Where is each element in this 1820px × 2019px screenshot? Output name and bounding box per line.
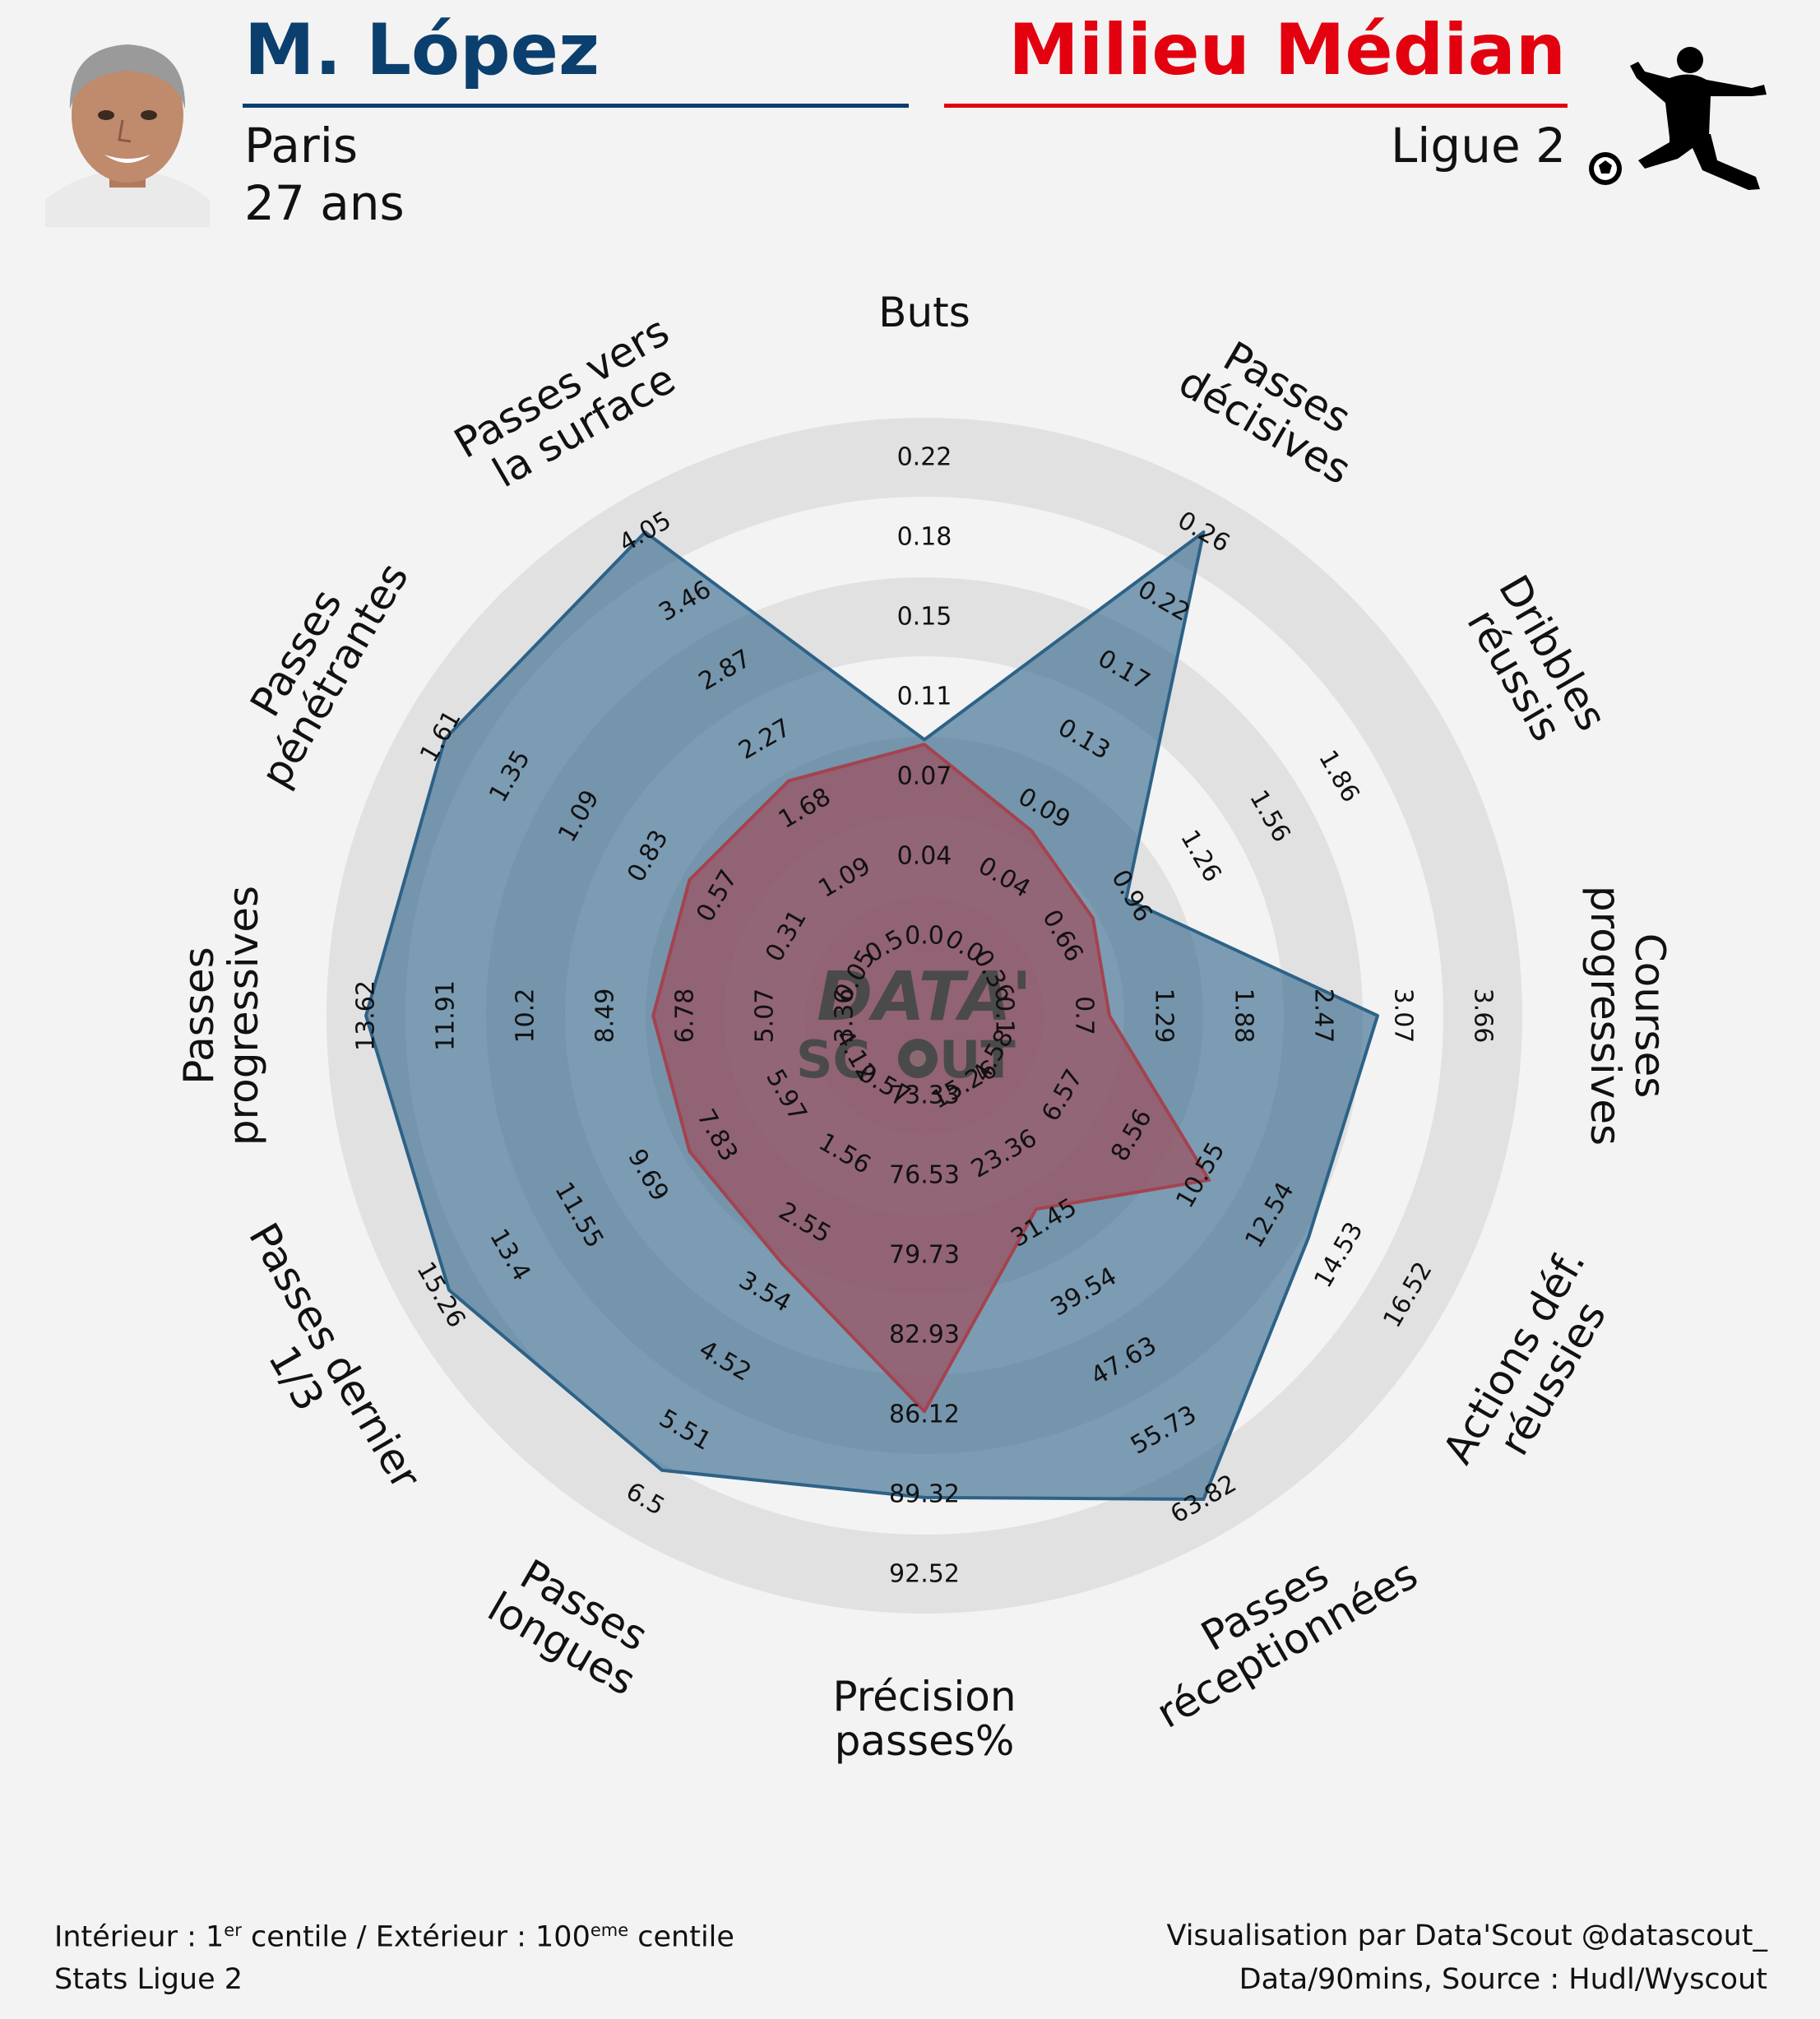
axis-tick-label: 0.11 [897, 683, 952, 711]
median-polygon [651, 743, 1211, 1414]
axis-tick-label: 8.49 [591, 989, 620, 1044]
player-age: 27 ans [244, 175, 405, 231]
footballer-icon [1589, 47, 1767, 190]
axis-tick-label: 0.7 [1070, 996, 1099, 1035]
footer-stats-league: Stats Ligue 2 [54, 1963, 243, 1996]
axis-tick-label: 10.2 [512, 989, 540, 1044]
axis-tick-label: 1.29 [1150, 989, 1179, 1044]
axis-tick-label: 2.47 [1309, 989, 1338, 1044]
axis-tick-label: 3.36 [831, 989, 859, 1044]
axis-tick-label: 1.86 [1313, 745, 1365, 807]
axis-tick-label: 0.07 [897, 762, 952, 791]
axis-tick-label: 0.04 [897, 842, 952, 871]
watermark-line1: DATA' [817, 958, 1032, 1036]
position-rule [944, 104, 1568, 108]
player-name: M. López [244, 9, 600, 91]
league-name: Ligue 2 [1390, 118, 1566, 174]
axis-label: Passeslongues [479, 1544, 665, 1705]
axis-label: Passes versla surface [447, 307, 699, 506]
axis-tick-label: 0.15 [897, 603, 952, 632]
data-scout-watermark: DATA' SC UT [796, 958, 1032, 1090]
watermark-line3: UT [939, 1030, 1016, 1090]
axis-tick-label: 0.18 [897, 523, 952, 552]
axis-tick-label: 11.91 [432, 980, 461, 1051]
axis-tick-label: 0.0 [905, 922, 944, 951]
footer-scale-note: Intérieur : 1er centile / Extérieur : 10… [54, 1920, 734, 1954]
axis-label: Buts [878, 289, 970, 336]
player-rule [243, 104, 909, 108]
radar-series [364, 530, 1379, 1501]
axis-tick-label: 6.78 [671, 989, 700, 1044]
axis-tick-label: 1.88 [1230, 989, 1258, 1044]
axis-tick-label: 92.52 [889, 1560, 960, 1589]
axis-tick-label: 0.1 [990, 996, 1019, 1035]
axis-label: Précision passes% [832, 1673, 1016, 1765]
axis-tick-label: 79.73 [889, 1241, 960, 1270]
axis-label: Passesprogressives [175, 886, 267, 1146]
axis-tick-label: 14.53 [1308, 1217, 1368, 1293]
axis-tick-label: 3.66 [1469, 989, 1498, 1044]
footer-source: Data/90mins, Source : Hudl/Wyscout [1239, 1963, 1767, 1996]
axis-tick-label: 86.12 [889, 1401, 960, 1429]
player-photo [45, 44, 210, 227]
watermark-line2: SC [796, 1030, 870, 1090]
axis-label: Dribblesréussis [1451, 567, 1616, 761]
axis-tick-label: 89.32 [889, 1480, 960, 1509]
axis-tick-label: 73.33 [889, 1081, 960, 1110]
axis-tick-label: 3.07 [1389, 989, 1418, 1044]
position-name: Milieu Médian [1008, 9, 1566, 91]
axis-tick-label: 0.22 [897, 443, 952, 472]
axis-tick-label: 82.93 [889, 1321, 960, 1350]
axis-tick-label: 13.62 [352, 980, 381, 1051]
axis-label: Passesdécisives [1171, 319, 1381, 493]
axis-tick-label: 1.26 [1174, 825, 1227, 887]
axis-label: Actions déf.réussies [1433, 1241, 1632, 1494]
footer-credit: Visualisation par Data'Scout @datascout_ [1166, 1919, 1767, 1952]
axis-tick-label: 5.07 [751, 989, 780, 1044]
axis-tick-label: 76.53 [889, 1161, 960, 1190]
axis-label: Coursesprogressives [1582, 886, 1674, 1146]
club-name: Paris [244, 118, 359, 174]
